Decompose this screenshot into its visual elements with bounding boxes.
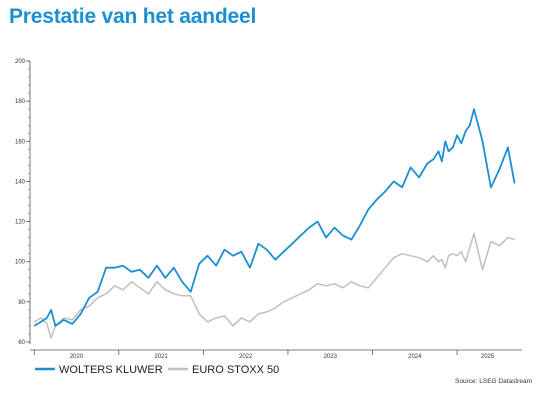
source-note: Source: LSEG Datastream	[455, 378, 532, 385]
y-tick-label: 160	[15, 139, 26, 145]
series-line-euro-stoxx-50	[33, 232, 515, 339]
y-tick-label: 180	[15, 99, 26, 105]
x-tick-label: 2020	[70, 354, 84, 360]
y-tick-label: 120	[15, 220, 26, 226]
chart-axes: 60 80 100 120 140 160 180 200 2020 2021 2022 2023 20…	[15, 59, 522, 360]
x-tick-label: 2025	[481, 354, 495, 360]
y-tick-label: 80	[18, 300, 25, 306]
y-tick-label: 60	[18, 340, 25, 346]
y-tick-label: 140	[15, 179, 26, 185]
chart-legend: WOLTERS KLUWER EURO STOXX 50	[35, 364, 279, 376]
x-tick-label: 2022	[239, 354, 253, 360]
legend-label-wolters-kluwer: WOLTERS KLUWER	[59, 364, 163, 376]
x-tick-label: 2023	[324, 354, 338, 360]
chart-title: Prestatie van het aandeel	[9, 5, 257, 28]
series-line-wolters-kluwer	[33, 108, 516, 327]
y-tick-label: 100	[15, 260, 26, 266]
y-tick-label: 200	[15, 59, 26, 65]
x-tick-label: 2021	[154, 354, 168, 360]
chart-series	[33, 108, 516, 339]
x-tick-label: 2024	[408, 354, 422, 360]
legend-label-euro-stoxx-50: EURO STOXX 50	[192, 364, 279, 376]
